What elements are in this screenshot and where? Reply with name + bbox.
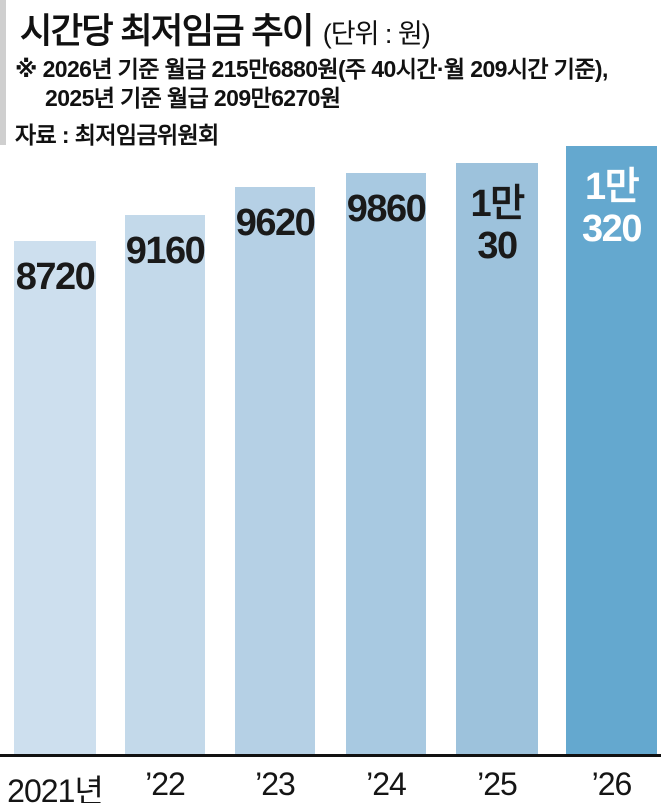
footnote-line-1: ※ 2026년 기준 월급 215만6880원(주 40시간·월 209시간 기…	[15, 55, 608, 84]
bar-value-line: 8720	[15, 256, 96, 298]
x-axis-line	[0, 754, 661, 757]
bar-’22: 9160	[125, 215, 206, 755]
bar-2021년: 8720	[14, 241, 96, 755]
bar-’26: 1만 320	[566, 146, 657, 755]
bar-value-line: 9160	[125, 230, 206, 272]
bar-value-line: 9620	[235, 202, 316, 244]
x-axis-label-’22: ’22	[145, 766, 186, 802]
chart-title: 시간당 최저임금 추이	[20, 12, 314, 51]
bar-’25: 1만 30	[456, 163, 538, 755]
bar-value-label: 1만 30	[456, 163, 538, 267]
chart-header: 시간당 최저임금 추이 (단위 : 원)	[20, 3, 431, 54]
bar-value-label: 9860	[346, 173, 427, 230]
bar-value-label: 1만 320	[566, 146, 657, 250]
bar-’24: 9860	[346, 173, 427, 755]
bar-value-line: 320	[582, 208, 642, 250]
bar-value-label: 8720	[14, 241, 96, 298]
accent-bar	[0, 0, 6, 145]
bar-value-line: 9860	[346, 188, 427, 230]
bar-value-line: 30	[477, 225, 518, 267]
x-axis-label-’25: ’25	[477, 766, 518, 802]
x-axis-label-’23: ’23	[255, 766, 296, 802]
unit-label: (단위 : 원)	[322, 19, 431, 49]
bar-value-label: 9160	[125, 215, 206, 272]
bar-value-line: 1만	[584, 166, 640, 208]
footnote: ※ 2026년 기준 월급 215만6880원(주 40시간·월 209시간 기…	[15, 55, 608, 113]
footnote-text-1: 2026년 기준 월급 215만6880원(주 40시간·월 209시간 기준)…	[42, 56, 609, 82]
x-axis-label-’26: ’26	[591, 766, 633, 802]
bar-value-label: 9620	[235, 187, 316, 244]
bar-’23: 9620	[235, 187, 316, 755]
footnote-line-2: 2025년 기준 월급 209만6270원	[45, 85, 341, 111]
x-axis-label-’24: ’24	[366, 766, 407, 802]
source-label: 자료 : 최저임금위원회	[15, 122, 219, 148]
x-axis-label-2021년: 2021년	[7, 773, 104, 803]
bar-value-line: 1만	[470, 183, 525, 225]
footnote-marker: ※	[15, 56, 37, 82]
